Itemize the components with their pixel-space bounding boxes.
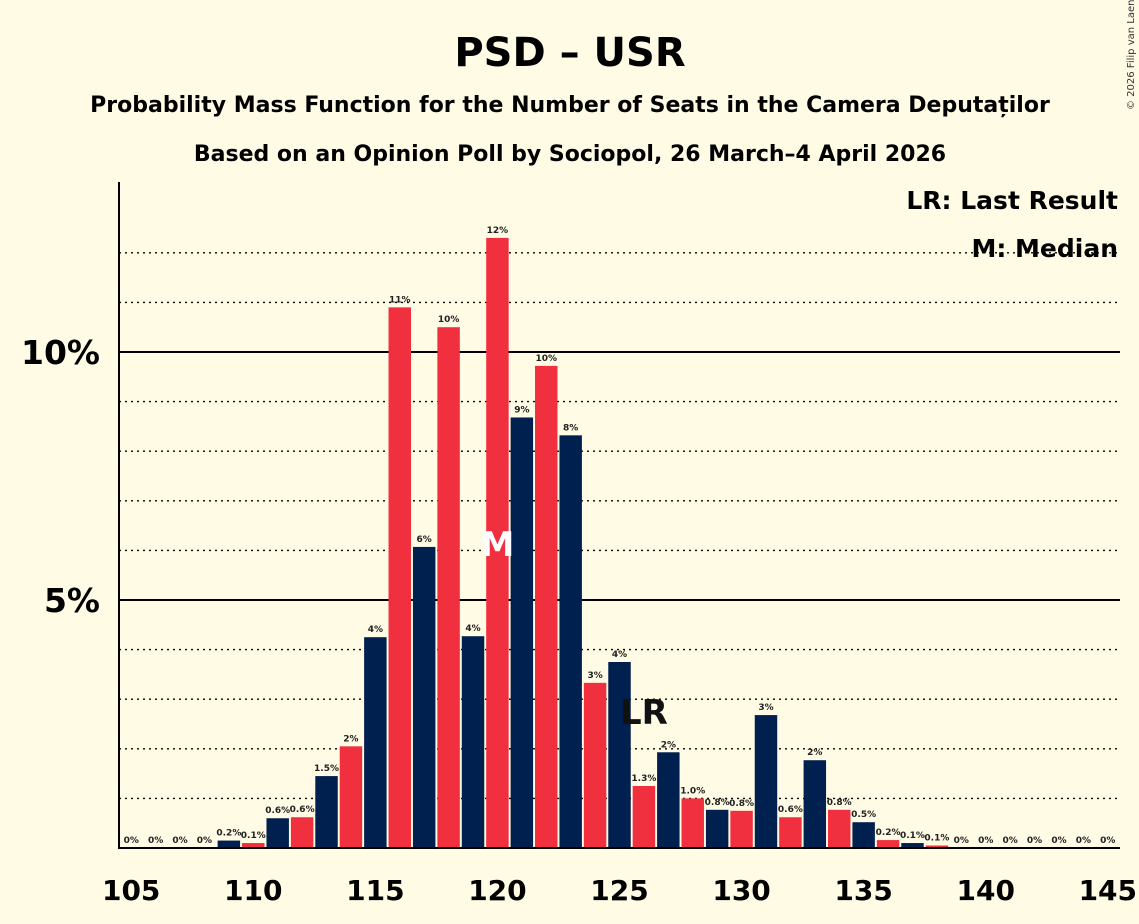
- data-label-seat-114: 2%: [343, 734, 358, 744]
- data-label-seat-108: 0%: [197, 836, 212, 846]
- data-label-seat-115: 4%: [368, 625, 383, 635]
- bar-seat-111: [266, 818, 289, 848]
- x-tick-label-105: 105: [102, 874, 160, 907]
- bar-seat-110: [242, 843, 265, 848]
- bar-seat-124: [583, 682, 607, 848]
- bar-seat-137: [901, 843, 924, 848]
- chart-subtitle: Probability Mass Function for the Number…: [90, 93, 1050, 118]
- bar-seat-132: [779, 817, 802, 848]
- bar-seat-122: [535, 365, 558, 848]
- x-tick-label-125: 125: [590, 874, 648, 907]
- bar-seat-116: [388, 307, 411, 848]
- x-tick-label-120: 120: [468, 874, 526, 907]
- bar-seat-138: [925, 845, 949, 848]
- data-label-seat-123: 8%: [563, 423, 578, 433]
- data-label-seat-106: 0%: [148, 836, 163, 846]
- bar-seat-113: [315, 776, 338, 848]
- copyright-note: © 2026 Filip van Laenen: [1126, 0, 1137, 110]
- bar-seat-121: [510, 417, 534, 848]
- data-label-seat-131: 3%: [758, 703, 773, 713]
- bar-seat-123: [559, 435, 582, 848]
- bar-seat-112: [290, 817, 314, 848]
- data-label-seat-118: 10%: [438, 315, 460, 325]
- bar-seat-118: [437, 327, 460, 848]
- data-label-seat-122: 10%: [535, 354, 557, 364]
- data-label-seat-135: 0.5%: [851, 810, 876, 820]
- y-tick-labels: 5% 10%: [21, 333, 100, 620]
- bar-seat-130: [730, 810, 753, 848]
- bars: [217, 237, 949, 849]
- data-label-seat-137: 0.1%: [900, 831, 925, 841]
- chart-title: PSD – USR: [454, 30, 685, 76]
- data-label-seat-105: 0%: [124, 836, 139, 846]
- data-label-seat-132: 0.6%: [778, 805, 803, 815]
- markers: M LR: [481, 525, 668, 733]
- x-tick-label-140: 140: [956, 874, 1014, 907]
- bar-seat-125: [608, 662, 631, 848]
- bar-seat-134: [828, 809, 851, 848]
- data-label-seat-119: 4%: [465, 624, 480, 634]
- bar-seat-133: [803, 760, 827, 848]
- data-label-seat-129: 0.8%: [705, 798, 730, 808]
- bar-seat-117: [412, 546, 436, 848]
- bar-seat-128: [681, 798, 704, 848]
- last-result-marker: LR: [620, 693, 668, 733]
- bar-seat-119: [461, 636, 485, 848]
- bar-seat-129: [705, 809, 729, 848]
- x-tick-label-135: 135: [834, 874, 892, 907]
- bar-seat-120: [486, 237, 509, 849]
- data-label-seat-139: 0%: [954, 836, 969, 846]
- data-label-seat-134: 0.8%: [827, 798, 852, 808]
- data-label-seat-113: 1.5%: [314, 764, 339, 774]
- data-label-seat-145: 0%: [1100, 836, 1115, 846]
- bar-seat-115: [364, 637, 387, 848]
- data-label-seat-144: 0%: [1076, 836, 1091, 846]
- data-label-seat-120: 12%: [487, 226, 509, 236]
- data-label-seat-127: 2%: [661, 740, 676, 750]
- bar-seat-126: [632, 786, 656, 848]
- data-label-seat-116: 11%: [389, 295, 411, 305]
- data-label-seat-124: 3%: [587, 671, 602, 681]
- data-label-seat-138: 0.1%: [924, 834, 949, 844]
- bar-seat-109: [217, 840, 241, 848]
- y-tick-label-5: 5%: [44, 581, 100, 620]
- data-label-seat-143: 0%: [1051, 836, 1066, 846]
- data-label-seat-109: 0.2%: [216, 829, 241, 839]
- bar-seat-114: [339, 746, 363, 848]
- data-label-seat-141: 0%: [1002, 836, 1017, 846]
- median-marker: M: [481, 525, 515, 565]
- data-label-seat-110: 0.1%: [241, 831, 266, 841]
- y-tick-label-10: 10%: [21, 333, 100, 372]
- data-label-seat-130: 0.8%: [729, 799, 754, 809]
- data-label-seat-112: 0.6%: [290, 805, 315, 815]
- x-tick-label-110: 110: [224, 874, 282, 907]
- x-tick-labels: 105 110 115 120 125 130 135 140 145: [102, 874, 1137, 907]
- data-label-seat-111: 0.6%: [265, 806, 290, 816]
- data-labels: 0% 0% 0% 0%0.2% 0.1%0.6% 0.6%1.5%2%4%11%6%10%…: [124, 226, 1116, 846]
- data-label-seat-142: 0%: [1027, 836, 1042, 846]
- axes: [118, 182, 1120, 849]
- x-tick-label-145: 145: [1079, 874, 1137, 907]
- data-label-seat-133: 2%: [807, 748, 822, 758]
- data-label-seat-121: 9%: [514, 405, 529, 415]
- data-label-seat-117: 6%: [417, 535, 432, 545]
- bar-seat-136: [876, 840, 900, 848]
- x-tick-label-130: 130: [712, 874, 770, 907]
- data-label-seat-125: 4%: [612, 650, 627, 660]
- gridlines: [119, 252, 1120, 800]
- data-label-seat-126: 1.3%: [631, 774, 656, 784]
- data-label-seat-107: 0%: [172, 836, 187, 846]
- chart-source-line: Based on an Opinion Poll by Sociopol, 26…: [194, 142, 946, 167]
- bar-seat-135: [852, 822, 875, 848]
- legend-last-result: LR: Last Result: [906, 186, 1118, 215]
- data-label-seat-128: 1.0%: [680, 786, 705, 796]
- data-label-seat-136: 0.2%: [876, 828, 901, 838]
- bar-seat-127: [657, 752, 680, 848]
- x-tick-label-115: 115: [346, 874, 404, 907]
- data-label-seat-140: 0%: [978, 836, 993, 846]
- bar-seat-131: [754, 715, 778, 848]
- legend-median: M: Median: [971, 234, 1118, 263]
